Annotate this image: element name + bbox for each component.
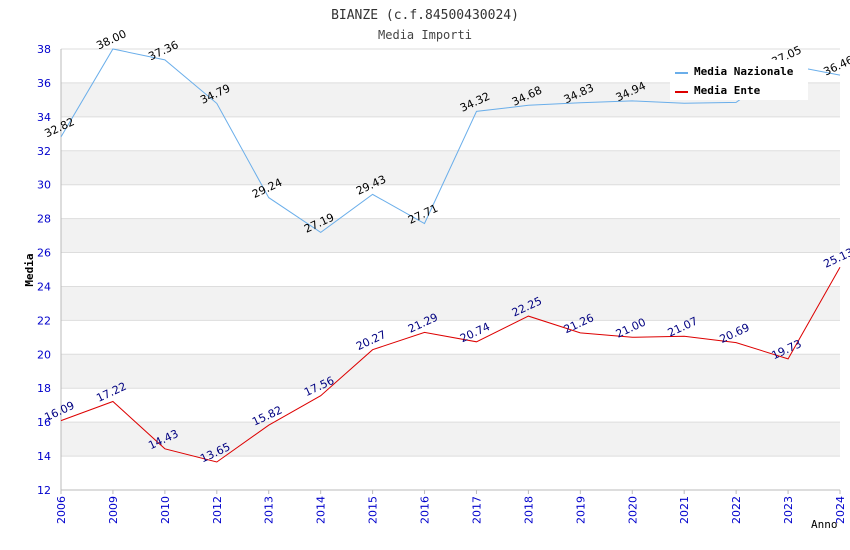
x-tick-label: 2023 — [782, 496, 795, 524]
x-tick-label: 2018 — [522, 496, 535, 524]
legend-label-nazionale: Media Nazionale — [694, 65, 794, 78]
y-tick-label: 22 — [37, 314, 51, 327]
data-label: 16.09 — [42, 399, 76, 424]
legend: Media Nazionale Media Ente — [670, 60, 808, 100]
chart-subtitle: Media Importi — [378, 28, 472, 42]
x-tick-label: 2006 — [55, 496, 68, 524]
series-lines — [60, 48, 841, 463]
y-tick-label: 20 — [37, 348, 51, 361]
x-tick-label: 2024 — [834, 496, 847, 524]
x-tick-label: 2017 — [470, 496, 483, 524]
y-tick-label: 14 — [37, 450, 51, 463]
legend-label-ente: Media Ente — [694, 84, 761, 97]
y-tick-label: 16 — [37, 416, 51, 429]
y-tick-label: 28 — [37, 213, 51, 226]
x-tick-label: 2022 — [730, 496, 743, 524]
x-tick-label: 2019 — [574, 496, 587, 524]
x-tick-label: 2009 — [107, 496, 120, 524]
y-tick-label: 38 — [37, 43, 51, 56]
x-tick-label: 2010 — [159, 496, 172, 524]
x-axis-label: Anno — [811, 518, 838, 531]
series-line-nazionale — [60, 48, 841, 234]
y-tick-label: 18 — [37, 382, 51, 395]
y-tick-label: 24 — [37, 280, 51, 293]
x-tick-label: 2021 — [678, 496, 691, 524]
series-line-ente — [60, 267, 841, 463]
x-tick-label: 2015 — [367, 496, 380, 524]
x-tick-labels: 2006 2009 2010 2012 2013 2014 2015 2016 2017 2018… — [55, 490, 847, 524]
y-tick-label: 26 — [37, 247, 51, 260]
x-tick-label: 2020 — [626, 496, 639, 524]
x-tick-label: 2014 — [315, 496, 328, 524]
grid-band — [61, 286, 840, 321]
x-tick-label: 2013 — [263, 496, 276, 524]
grid-band — [61, 218, 840, 253]
x-tick-label: 2012 — [211, 496, 224, 524]
y-tick-label: 34 — [37, 111, 51, 124]
data-label: 20.27 — [354, 328, 388, 353]
y-tick-label: 32 — [37, 145, 51, 158]
y-tick-label: 30 — [37, 179, 51, 192]
legend-background — [670, 60, 808, 100]
chart-title: BIANZE (c.f.84500430024) — [331, 8, 519, 23]
y-axis-label: Media — [23, 253, 36, 286]
y-tick-labels: 12 14 16 18 20 22 24 26 28 30 32 34 36 38 — [37, 43, 51, 497]
grid-band — [61, 422, 840, 457]
y-tick-label: 36 — [37, 77, 51, 90]
x-tick-label: 2016 — [419, 496, 432, 524]
axes — [60, 49, 840, 491]
y-tick-label: 12 — [37, 484, 51, 497]
grid-band — [61, 354, 840, 389]
grid-bands — [61, 82, 840, 457]
